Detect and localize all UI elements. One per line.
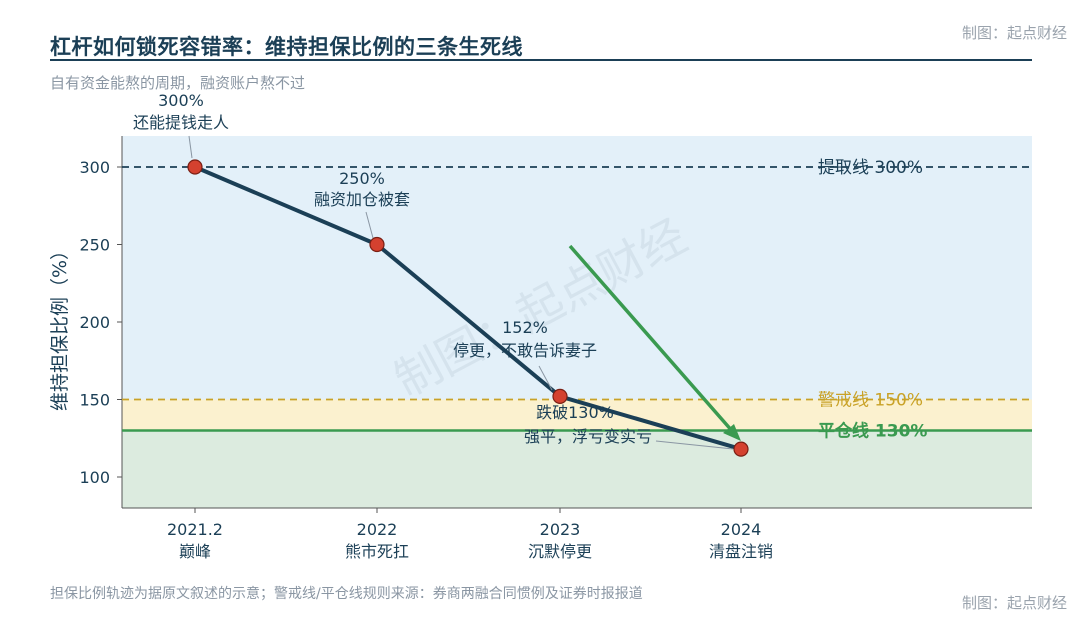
x-tick-label-phase-0: 巅峰 (179, 542, 211, 561)
series-line (194, 165, 742, 452)
annotation-text-1: 融资加仓被套 (314, 190, 410, 209)
annotation-text-0: 还能提钱走人 (133, 113, 229, 132)
data-point-1 (369, 236, 385, 253)
chart-title: 杠杆如何锁死容错率：维持担保比例的三条生死线 (50, 35, 523, 59)
chart-subtitle: 自有资金能熬的周期，融资账户熬不过 (50, 74, 306, 92)
reference-label-150: 警戒线 150% (818, 391, 923, 411)
annotation-text-2: 停更，不敢告诉妻子 (453, 341, 597, 360)
trend-arrow-shaft (568, 244, 735, 434)
trend-arrow-head (723, 424, 741, 441)
data-point-3 (733, 441, 749, 457)
x-tick-label-year-1: 2022 (357, 520, 398, 539)
annotation-text-3: 强平，浮亏变实亏 (524, 427, 652, 446)
y-tick-label-300: 300 (79, 158, 110, 177)
credit-bottom: 制图：起点财经 (961, 594, 1067, 612)
zone-band-0 (122, 136, 1032, 400)
annotation-leader-0 (188, 135, 193, 159)
reference-label-300: 提取线 300% (818, 158, 923, 178)
annotation-leader-1 (365, 211, 374, 239)
annotation-value-3: 跌破130% (536, 403, 614, 422)
footnote: 担保比例轨迹为据原文叙述的示意；警戒线/平仓线规则来源：券商两融合同惯例及证券时… (50, 586, 643, 602)
reference-label-130: 平仓线 130% (818, 421, 927, 442)
annotation-leader-2 (538, 365, 553, 391)
annotation-value-2: 152% (502, 318, 548, 337)
x-tick-label-phase-1: 熊市死扛 (345, 542, 409, 561)
y-tick-label-250: 250 (79, 236, 110, 255)
data-point-2 (552, 388, 568, 404)
annotation-value-1: 250% (339, 169, 385, 188)
credit-top: 制图：起点财经 (961, 24, 1067, 42)
y-tick-label-200: 200 (79, 313, 110, 332)
annotation-value-0: 300% (158, 91, 204, 110)
y-tick-label-150: 150 (79, 391, 110, 410)
x-tick-label-phase-2: 沉默停更 (528, 542, 592, 561)
zone-band-2 (122, 430, 1032, 508)
x-tick-label-year-2: 2023 (540, 520, 581, 539)
data-point-0 (187, 159, 203, 175)
title-divider (50, 59, 1032, 61)
x-tick-label-phase-3: 清盘注销 (709, 542, 773, 561)
x-tick-label-year-3: 2024 (721, 520, 762, 539)
annotation-leader-3 (655, 440, 734, 450)
y-tick-label-100: 100 (79, 468, 110, 487)
zone-band-1 (122, 399, 1032, 431)
x-tick-label-year-0: 2021.2 (167, 520, 223, 539)
y-axis-label: 维持担保比例（%） (49, 241, 71, 411)
